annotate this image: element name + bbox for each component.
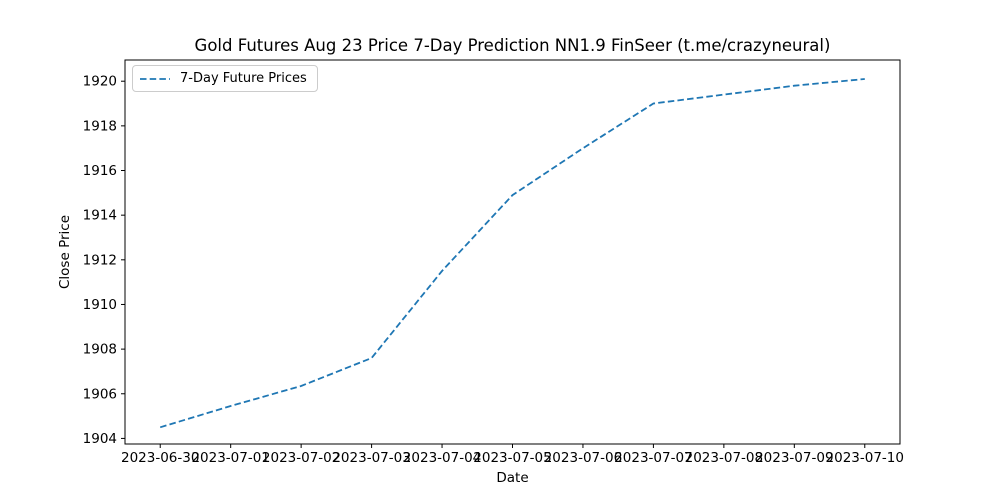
y-tick-label: 1914: [83, 208, 117, 224]
y-tick-label: 1916: [83, 163, 117, 179]
y-tick-label: 1912: [83, 252, 117, 268]
y-tick-label: 1910: [83, 297, 117, 313]
x-tick-label: 2023-07-09: [755, 450, 833, 466]
x-tick-label: 2023-07-10: [826, 450, 904, 466]
legend-line-sample-icon: [140, 77, 170, 80]
x-tick-label: 2023-07-05: [473, 450, 551, 466]
chart-title: Gold Futures Aug 23 Price 7-Day Predicti…: [194, 36, 831, 55]
legend-label: 7-Day Future Prices: [180, 71, 307, 86]
y-axis-label: Close Price: [57, 215, 73, 289]
y-tick-label: 1904: [83, 431, 117, 447]
x-tick-label: 2023-06-30: [121, 450, 199, 466]
legend-box: 7-Day Future Prices: [132, 65, 318, 92]
x-tick-label: 2023-07-02: [262, 450, 340, 466]
y-tick-label: 1918: [83, 118, 117, 134]
y-tick-label: 1920: [83, 74, 117, 90]
x-tick-label: 2023-07-08: [685, 450, 763, 466]
x-tick-label: 2023-07-04: [403, 450, 481, 466]
x-tick-label: 2023-07-03: [332, 450, 410, 466]
x-axis-label: Date: [496, 470, 529, 486]
x-tick-label: 2023-07-01: [191, 450, 269, 466]
x-tick-label: 2023-07-06: [544, 450, 622, 466]
x-tick-label: 2023-07-07: [614, 450, 692, 466]
axes-frame: [124, 59, 901, 445]
y-tick-label: 1908: [83, 342, 117, 358]
series-line: [159, 78, 865, 429]
y-tick-label: 1906: [83, 386, 117, 402]
